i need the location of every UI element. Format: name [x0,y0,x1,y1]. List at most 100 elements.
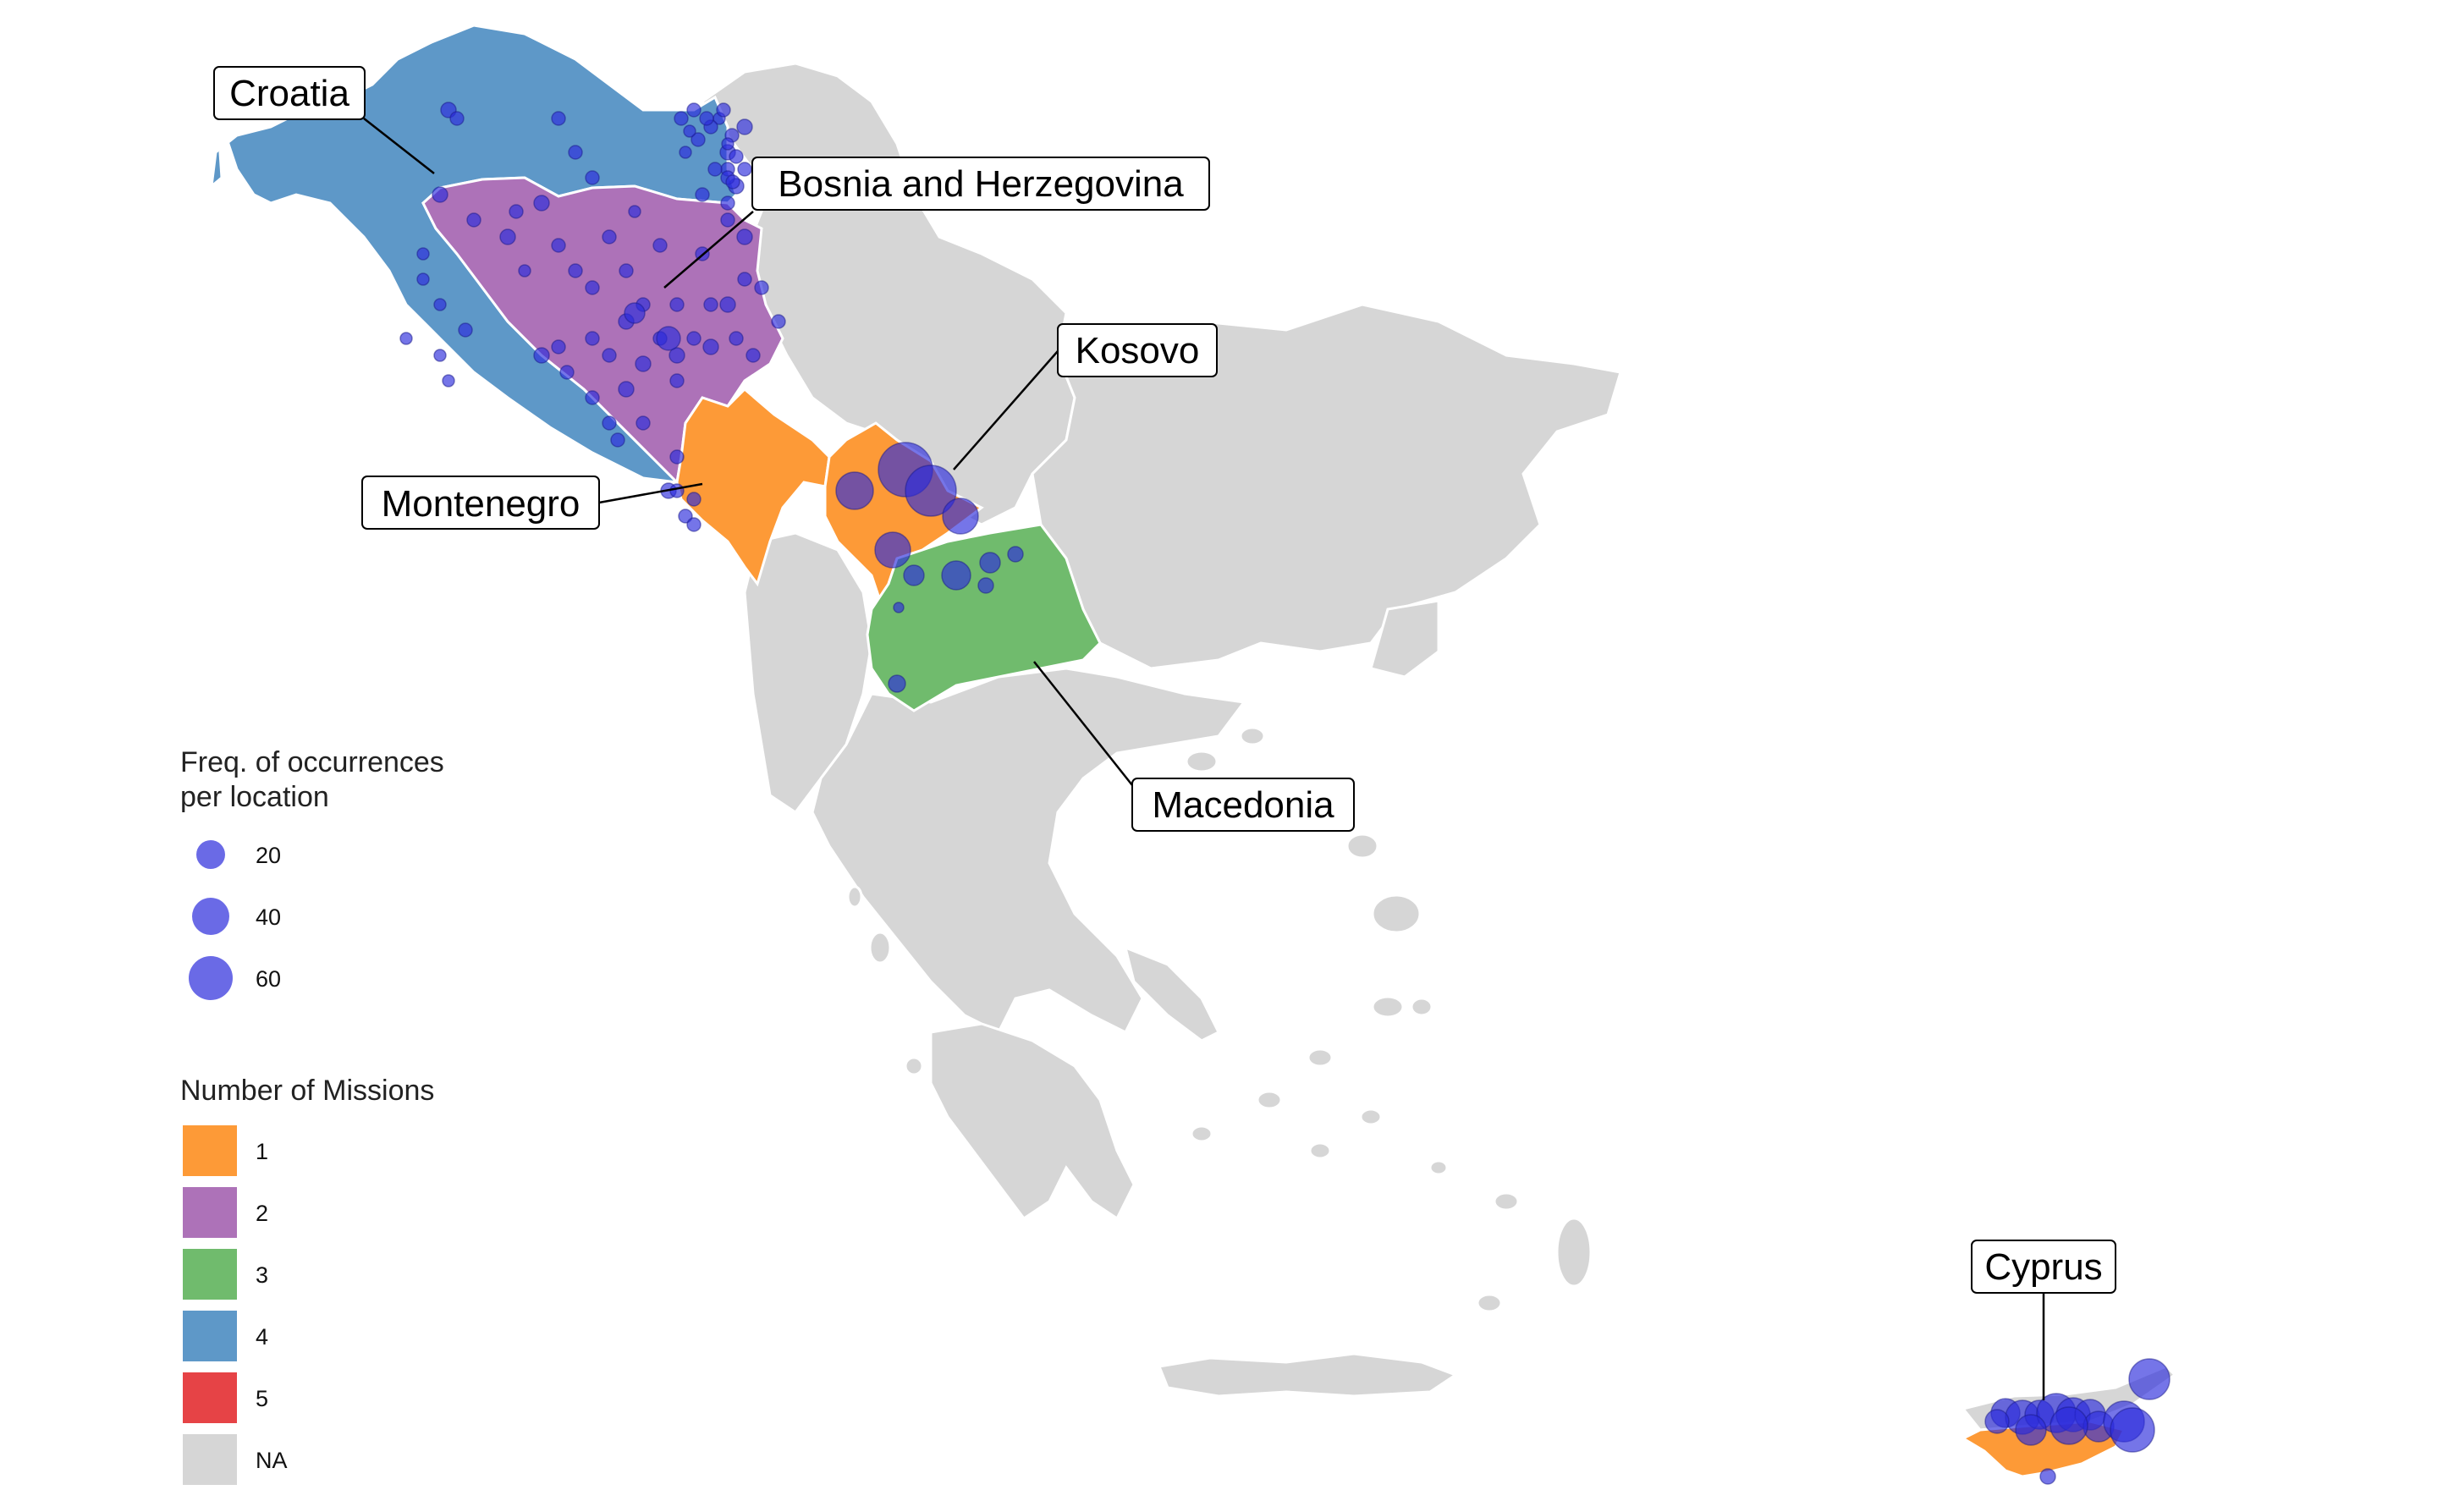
bosnia-label-box [751,157,1210,211]
occurrence-point [686,492,702,507]
occurrence-point [568,263,583,278]
fill-legend-swatch-2 [183,1187,237,1238]
occurrence-point [416,272,430,286]
island [1428,1159,1449,1176]
island [1190,1124,1213,1143]
occurrence-point [737,272,752,287]
occurrence-point [2128,1358,2171,1400]
fill-legend-label-4: 4 [256,1324,268,1350]
occurrence-point [729,149,744,164]
occurrence-point [669,373,685,388]
island [1256,1090,1283,1110]
occurrence-point [737,162,752,177]
occurrence-point [729,331,744,346]
occurrence-points [399,102,2171,1485]
cyprus-label-box [1971,1240,2116,1294]
occurrence-point [624,302,646,324]
macedonia-leader [1033,661,1133,786]
occurrence-point [433,298,447,311]
fill-legend-label-2: 2 [256,1201,268,1226]
occurrence-point [585,170,600,185]
occurrence-point [399,332,413,345]
fill-legend-label-3: 3 [256,1262,268,1288]
croatia-label: Croatia [229,73,349,114]
occurrence-point [2039,1468,2056,1485]
occurrence-point [585,390,600,405]
crete [1157,1352,1459,1398]
fill-legend-label-1: 1 [256,1139,268,1164]
occurrence-point [618,381,635,398]
size-legend-title-line2: per location [180,781,329,813]
occurrence-point [835,471,874,510]
island [1493,1191,1520,1212]
occurrence-point [628,205,641,218]
occurrence-point [2015,1414,2047,1446]
occurrence-point [686,331,702,346]
occurrence-point [699,111,714,126]
fill-legend: Number of Missions 1 2 3 4 5 NA [180,1075,434,1485]
kosovo-leader [953,350,1059,470]
size-legend-swatch-20 [196,840,225,869]
size-legend-label-60: 60 [256,966,281,992]
occurrence-point [585,331,600,346]
occurrence-point [602,415,617,431]
montenegro-leader [598,482,703,504]
occurrence-point [533,347,550,364]
island [904,1056,924,1076]
island [1359,1108,1383,1126]
occurrence-point [686,517,702,532]
occurrence-point [686,102,702,118]
occurrence-point [669,483,685,498]
occurrence-point [691,132,706,147]
occurrence-point [669,449,685,465]
size-legend-label-40: 40 [256,904,281,930]
island [1555,1217,1593,1288]
occurrence-point [610,432,625,448]
island [1185,750,1219,773]
occurrence-point [551,238,566,253]
occurrence-point [977,577,994,594]
occurrence-point [771,314,786,329]
occurrence-point [559,365,575,380]
occurrence-point [905,465,957,517]
occurrence-point [888,674,906,693]
size-legend: Freq. of occurrences per location 20 40 … [180,746,444,1000]
fill-legend-swatch-5 [183,1372,237,1423]
country-labels: Croatia Bosnia and Herzegovina Kosovo Mo… [213,66,2116,1400]
occurrence-point [893,602,905,613]
occurrence-point [635,355,652,372]
occurrence-point [656,326,681,351]
occurrence-point [432,186,448,203]
occurrence-point [707,162,723,177]
island [1371,893,1422,934]
fill-legend-swatch-1 [183,1125,237,1176]
occurrence-point [979,552,1001,574]
occurrence-point [449,111,465,126]
occurrence-point [746,348,761,363]
occurrence-point [518,264,531,278]
mission-countries [210,24,2127,1478]
island [1476,1293,1503,1313]
croatia-leader [363,118,435,174]
occurrence-point [602,348,617,363]
island [1410,997,1433,1017]
occurrence-point [674,111,689,126]
occurrence-point [683,124,696,138]
occurrence-point [736,118,753,135]
occurrence-point [619,263,634,278]
occurrence-point [703,297,718,312]
occurrence-point [679,146,692,159]
occurrence-point [942,498,979,535]
macedonia-label-box [1131,778,1355,832]
occurrence-point [720,195,735,211]
occurrence-point [433,349,447,362]
occurrence-point [568,145,583,160]
occurrence-point [2110,1407,2155,1453]
fill-legend-label-5: 5 [256,1386,268,1411]
occurrence-point [719,296,736,313]
size-legend-label-20: 20 [256,843,281,868]
occurrence-point [903,564,925,586]
occurrence-point [702,338,719,355]
thrace-region [1369,599,1440,679]
